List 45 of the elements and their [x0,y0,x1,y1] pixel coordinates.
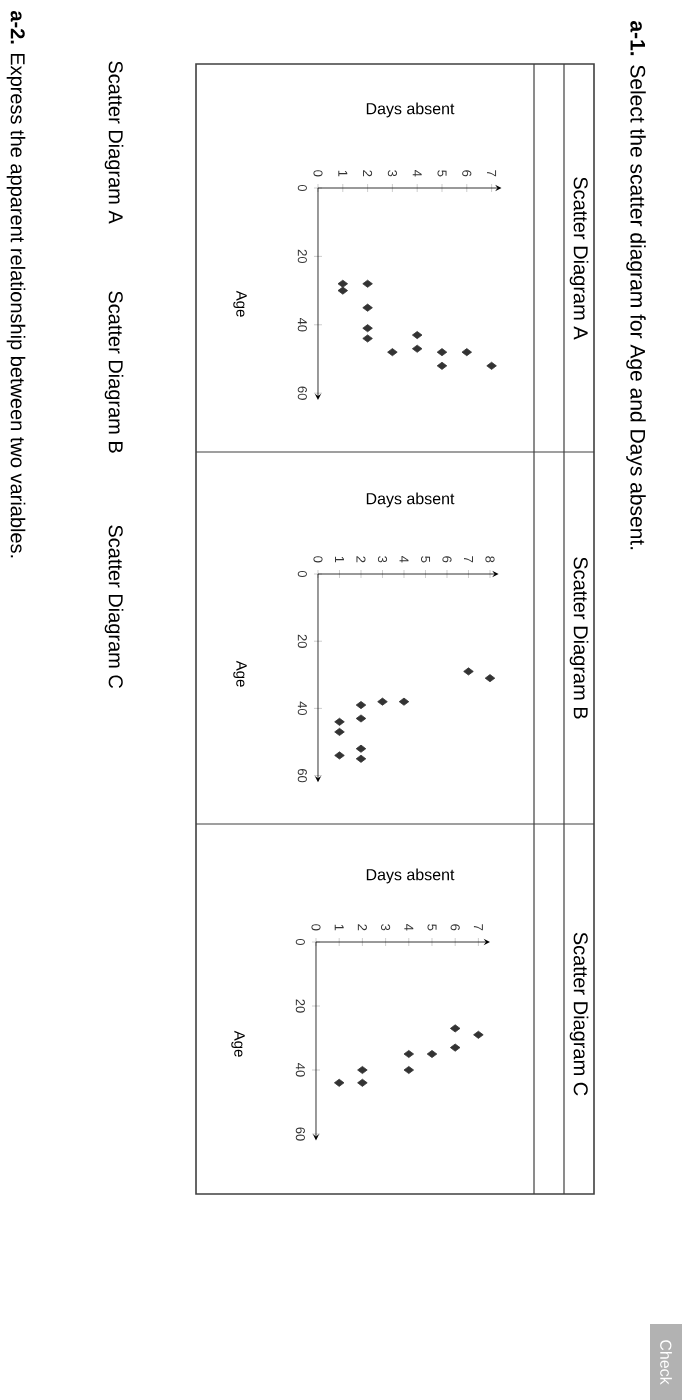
point [337,286,348,295]
point [337,279,348,288]
text: Check [660,1340,672,1385]
x-axis-title: Days absent [366,868,455,884]
point [362,303,373,312]
point [357,1078,368,1087]
point [436,348,448,357]
text: Scatter Diagram A [569,177,589,340]
point [355,754,367,763]
point [398,697,410,706]
point [486,361,497,370]
point [362,324,373,333]
text: Scatter Diagram B [104,291,124,453]
point [484,674,496,683]
point [334,717,345,726]
text: a-2. Express the apparent relationship between two variables. [6,11,26,558]
point [403,1050,414,1059]
point [377,697,388,706]
point [357,1066,368,1075]
point [334,727,345,736]
point [412,331,423,340]
point [403,1066,414,1075]
text: Scatter Diagram C [104,525,124,689]
point [362,334,373,343]
text: a-1. Select the scatter diagram for Age and Days absent. [626,21,646,550]
point [426,1050,438,1059]
point [355,744,367,753]
point [450,1043,461,1052]
point [334,751,345,760]
point [355,714,367,723]
text: Scatter Diagram A [104,61,124,224]
point [463,667,474,676]
x-axis-title: Days absent [366,492,455,508]
point [461,348,472,357]
point [362,279,373,288]
point [387,348,398,357]
text: Scatter Diagram B [569,557,589,719]
point [355,701,367,710]
point [436,361,448,370]
point [473,1030,484,1039]
point [412,344,423,353]
point [450,1024,461,1033]
x-axis-title: Days absent [366,102,455,118]
point [334,1078,345,1087]
text: Scatter Diagram C [569,932,589,1096]
